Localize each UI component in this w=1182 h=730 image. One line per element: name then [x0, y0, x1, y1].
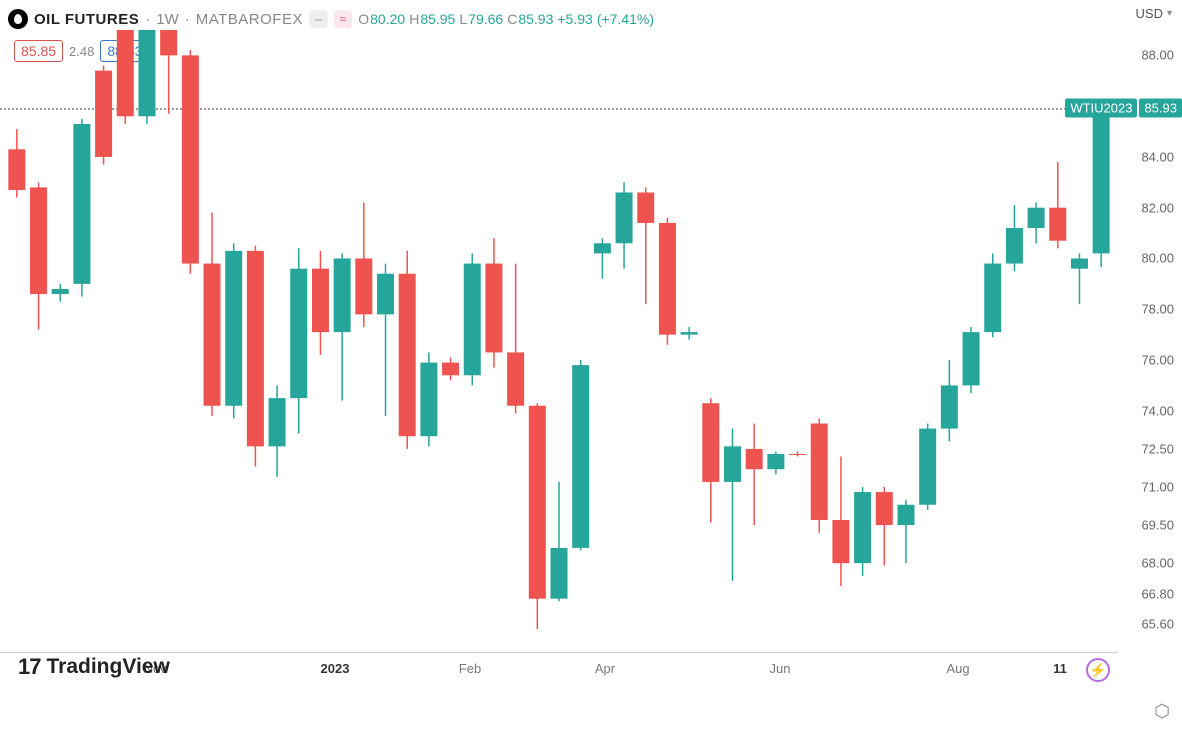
candle: [225, 251, 242, 406]
separator: ·: [145, 11, 150, 28]
candle: [485, 264, 502, 353]
candle: [551, 548, 568, 599]
chevron-down-icon: ▾: [1167, 8, 1172, 19]
candle: [377, 274, 394, 315]
candle: [399, 274, 416, 436]
candle: [464, 264, 481, 376]
settings-icon[interactable]: ⬡: [1154, 701, 1170, 722]
y-tick-label: 65.60: [1141, 617, 1174, 632]
x-tick-label: 11: [1053, 661, 1067, 676]
candle: [572, 365, 589, 548]
candle: [160, 30, 177, 55]
candle: [1006, 228, 1023, 264]
approx-pill[interactable]: ≈: [334, 10, 353, 28]
status-pill[interactable]: –: [309, 10, 328, 28]
y-tick-label: 84.00: [1141, 149, 1174, 164]
candle: [746, 449, 763, 469]
candle: [312, 269, 329, 332]
x-tick-label: Feb: [459, 661, 481, 676]
tradingview-logo[interactable]: 17 TradingView: [18, 654, 170, 680]
contract-tag: WTIU2023: [1065, 98, 1137, 117]
y-tick-label: 80.00: [1141, 251, 1174, 266]
candle: [138, 30, 155, 116]
separator: ·: [185, 11, 190, 28]
candle: [1028, 208, 1045, 228]
candle: [1093, 108, 1110, 253]
candle: [420, 363, 437, 437]
exchange: MATBAROFEX: [196, 11, 303, 28]
candle: [681, 332, 698, 335]
candle: [637, 192, 654, 222]
candle: [616, 192, 633, 243]
candle: [941, 385, 958, 428]
y-tick-label: 69.50: [1141, 518, 1174, 533]
candle: [919, 429, 936, 505]
candle: [8, 149, 25, 190]
candle: [269, 398, 286, 446]
candle: [854, 492, 871, 563]
candle: [529, 406, 546, 599]
candle: [702, 403, 719, 482]
last-price-value: 85.93: [1139, 98, 1182, 117]
tv-glyph: 17: [18, 654, 40, 680]
candle: [247, 251, 264, 446]
candle: [789, 454, 806, 455]
x-tick-label: Aug: [946, 661, 969, 676]
candlestick-layer: [0, 30, 1118, 652]
symbol-icon: [8, 9, 28, 29]
flash-icon[interactable]: ⚡: [1086, 658, 1110, 682]
candle: [1071, 258, 1088, 268]
candle: [594, 243, 611, 253]
x-tick-label: Jun: [770, 661, 791, 676]
candle: [334, 258, 351, 332]
y-tick-label: 78.00: [1141, 302, 1174, 317]
candle: [767, 454, 784, 469]
chart-header: OIL FUTURES · 1W · MATBAROFEX – ≈ O80.20…: [8, 6, 1126, 32]
candle: [355, 258, 372, 314]
y-tick-label: 74.00: [1141, 403, 1174, 418]
candle: [95, 71, 112, 157]
currency-selector[interactable]: USD▾: [1136, 6, 1172, 21]
candle: [1049, 208, 1066, 241]
y-tick-label: 71.00: [1141, 479, 1174, 494]
candle: [442, 363, 459, 376]
y-axis[interactable]: WTIU2023 85.93 88.0084.0082.0080.0078.00…: [1118, 30, 1182, 690]
y-tick-label: 68.00: [1141, 556, 1174, 571]
ohlc-readout: O80.20 H85.95 L79.66 C85.93 +5.93 (+7.41…: [358, 11, 654, 27]
timeframe[interactable]: 1W: [156, 11, 179, 28]
candle: [30, 187, 47, 294]
candle: [811, 424, 828, 520]
x-tick-label: 2023: [321, 661, 350, 676]
candle: [204, 264, 221, 406]
y-tick-label: 82.00: [1141, 200, 1174, 215]
candle: [182, 55, 199, 263]
candle: [963, 332, 980, 385]
candle: [832, 520, 849, 563]
candle: [507, 352, 524, 405]
y-tick-label: 76.00: [1141, 353, 1174, 368]
last-price-tag: WTIU2023 85.93: [1065, 98, 1182, 117]
candle: [52, 289, 69, 294]
y-tick-label: 72.50: [1141, 441, 1174, 456]
candle: [117, 30, 134, 116]
candle: [659, 223, 676, 335]
candle: [73, 124, 90, 284]
candle: [984, 264, 1001, 333]
symbol-name[interactable]: OIL FUTURES: [34, 11, 139, 28]
candle: [876, 492, 893, 525]
candle: [290, 269, 307, 398]
x-tick-label: Apr: [595, 661, 615, 676]
y-tick-label: 88.00: [1141, 48, 1174, 63]
candle: [724, 446, 741, 482]
y-tick-label: 66.80: [1141, 586, 1174, 601]
chart-area[interactable]: Nov2023FebAprJunAug11: [0, 30, 1118, 690]
candle: [897, 505, 914, 525]
